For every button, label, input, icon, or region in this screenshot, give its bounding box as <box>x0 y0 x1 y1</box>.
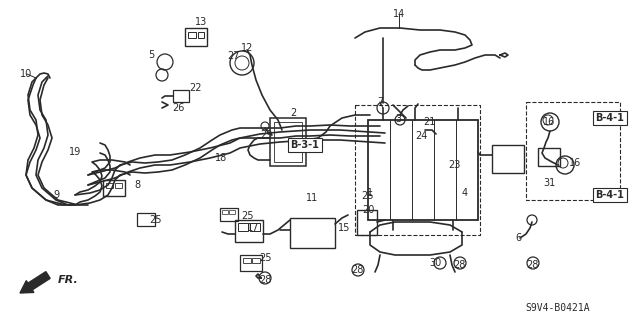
Bar <box>106 183 113 188</box>
Bar <box>368 120 478 220</box>
Text: 7: 7 <box>377 97 383 107</box>
Bar <box>235 220 263 242</box>
Text: 5: 5 <box>148 50 154 60</box>
Text: 16: 16 <box>543 117 555 127</box>
Bar <box>357 210 377 235</box>
Text: 10: 10 <box>20 69 32 79</box>
Bar <box>185 28 207 46</box>
Text: 28: 28 <box>351 265 363 275</box>
Text: B-3-1: B-3-1 <box>291 140 319 150</box>
Bar <box>240 255 262 271</box>
Text: FR.: FR. <box>58 275 79 285</box>
Bar <box>270 118 306 166</box>
Bar <box>198 32 204 38</box>
Text: 9: 9 <box>53 190 59 200</box>
Text: B-4-1: B-4-1 <box>596 113 625 123</box>
Text: 17: 17 <box>247 223 259 233</box>
Text: 25: 25 <box>241 211 253 221</box>
Bar <box>290 218 335 248</box>
Text: 11: 11 <box>306 193 318 203</box>
Text: 31: 31 <box>543 178 555 188</box>
Bar <box>274 122 302 162</box>
Bar <box>229 210 235 214</box>
Bar <box>188 32 196 38</box>
Text: 3: 3 <box>395 114 401 124</box>
Text: 6: 6 <box>515 233 521 243</box>
Text: 12: 12 <box>241 43 253 53</box>
Text: 14: 14 <box>393 9 405 19</box>
Text: 19: 19 <box>69 147 81 157</box>
Text: 24: 24 <box>415 131 427 141</box>
Text: 30: 30 <box>429 258 441 268</box>
Text: 29: 29 <box>260 130 272 140</box>
Text: 15: 15 <box>338 223 350 233</box>
Text: 8: 8 <box>134 180 140 190</box>
Text: 4: 4 <box>462 188 468 198</box>
Bar <box>103 180 125 196</box>
FancyArrow shape <box>20 272 50 293</box>
Text: S9V4-B0421A: S9V4-B0421A <box>525 303 589 313</box>
Bar <box>137 213 155 226</box>
Text: 23: 23 <box>448 160 460 170</box>
Text: 26: 26 <box>172 103 184 113</box>
Text: 20: 20 <box>362 205 374 215</box>
Text: 27: 27 <box>227 51 239 61</box>
Text: 22: 22 <box>189 83 202 93</box>
Text: 25: 25 <box>362 191 374 201</box>
Text: 28: 28 <box>526 260 538 270</box>
Bar <box>220 208 238 221</box>
Bar <box>538 148 560 166</box>
Bar <box>243 258 251 263</box>
Text: 18: 18 <box>215 153 227 163</box>
Bar <box>222 210 228 214</box>
Bar <box>492 145 524 173</box>
Text: B-4-1: B-4-1 <box>596 190 625 200</box>
Text: 16: 16 <box>569 158 581 168</box>
Bar <box>115 183 122 188</box>
Text: 13: 13 <box>195 17 207 27</box>
Bar <box>250 223 260 231</box>
Text: 21: 21 <box>423 117 435 127</box>
Text: 25: 25 <box>150 215 163 225</box>
Text: 2: 2 <box>290 108 296 118</box>
Text: 28: 28 <box>259 275 271 285</box>
Bar <box>238 223 248 231</box>
Text: 28: 28 <box>453 260 465 270</box>
Text: 25: 25 <box>259 253 271 263</box>
Bar <box>173 90 189 102</box>
Text: 1: 1 <box>367 188 373 198</box>
Bar <box>252 258 260 263</box>
